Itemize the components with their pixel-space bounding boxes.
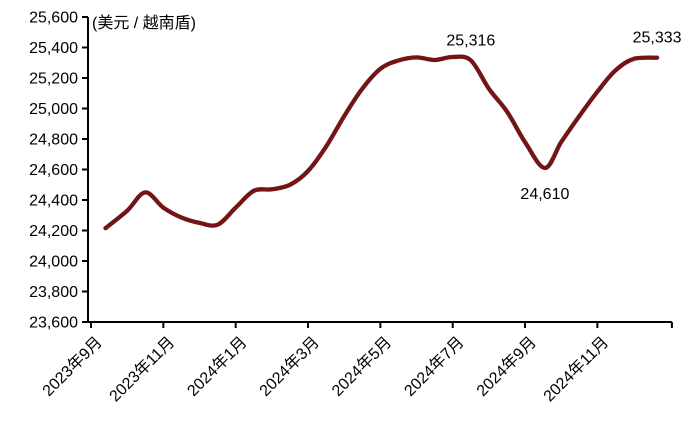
y-tick-label: 24,600 <box>29 162 78 179</box>
y-tick-label: 24,400 <box>29 193 78 210</box>
data-label-latest: 25,333 <box>633 30 682 47</box>
y-tick-label: 23,800 <box>29 284 78 301</box>
data-label-peak: 25,316 <box>446 32 495 49</box>
data-label-trough: 24,610 <box>520 186 569 203</box>
x-tick-label: 2023年9月 <box>39 333 106 400</box>
y-tick-label: 24,800 <box>29 132 78 149</box>
x-tick-label: 2024年9月 <box>473 333 540 400</box>
x-tick-label: 2024年1月 <box>184 333 251 400</box>
usd-vnd-series-line <box>103 54 660 231</box>
y-tick-label: 25,400 <box>29 40 78 57</box>
y-tick-label: 24,000 <box>29 254 78 271</box>
x-tick-label: 2023年11月 <box>106 333 178 405</box>
x-tick-label: 2024年7月 <box>401 333 468 400</box>
y-tick-label: 25,600 <box>29 10 78 27</box>
axes: 25,600 25,400 25,200 25,000 24,800 24,600 24,4… <box>29 10 673 405</box>
y-axis-unit-label: (美元 / 越南盾) <box>92 14 196 32</box>
y-tick-label: 25,200 <box>29 71 78 88</box>
y-tick-label: 24,200 <box>29 223 78 240</box>
axis-spine <box>87 17 672 323</box>
x-tick-label: 2024年3月 <box>256 333 323 400</box>
x-tick-label: 2024年5月 <box>328 333 395 400</box>
x-tick-label: 2024年11月 <box>540 333 612 405</box>
y-tick-label: 25,000 <box>29 101 78 118</box>
y-tick-label: 23,600 <box>29 315 78 332</box>
